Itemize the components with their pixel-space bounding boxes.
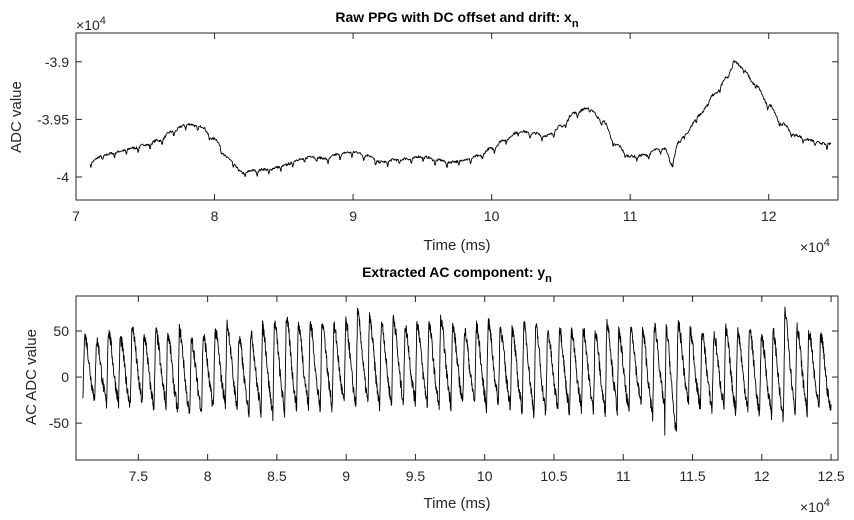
raw-ppg-line	[89, 60, 832, 177]
ac-component-line	[82, 306, 832, 436]
ac-plot-frame	[75, 295, 839, 461]
raw-ppg-ytick-label: -3.9	[45, 54, 69, 70]
raw-ppg-x-exponent: ×104	[800, 237, 830, 255]
raw-ppg-y-exponent: ×104	[76, 15, 106, 33]
raw-ppg-ylabel: ADC value	[8, 81, 25, 153]
raw-ppg-xtick-label: 10	[484, 208, 500, 224]
raw-ppg-xtick-label: 11	[623, 208, 638, 224]
ac-xtick-label: 10.5	[540, 468, 567, 484]
raw-ppg-title: Raw PPG with DC offset and drift: xn	[335, 9, 578, 30]
raw-ppg-xtick-label: 9	[349, 208, 357, 224]
ac-xtick-label: 12	[754, 468, 770, 484]
ac-ylabel: AC ADC value	[23, 329, 40, 425]
raw-ppg-ytick-label: -3.95	[37, 111, 69, 127]
ac-xtick-label: 9.5	[406, 468, 426, 484]
raw-ppg-xtick-label: 7	[72, 208, 80, 224]
ac-xtick-label: 8.5	[267, 468, 287, 484]
ac-xtick-label: 11.5	[679, 468, 705, 484]
raw-ppg-xtick-label: 12	[761, 208, 777, 224]
ac-xtick-label: 8	[204, 468, 212, 484]
ac-ticks: 7.5 8 8.5 9 9.5 10 10.5 11 11.5 12 12.5 -50 0 50	[49, 296, 845, 484]
raw-ppg-plot-frame	[75, 32, 839, 201]
ac-x-exponent: ×104	[800, 497, 830, 515]
ac-xtick-label: 9	[342, 468, 350, 484]
ac-xlabel: Time (ms)	[424, 495, 491, 512]
ac-ytick-label: -50	[49, 415, 69, 431]
ac-xtick-label: 11	[616, 468, 631, 484]
raw-ppg-xtick-label: 8	[211, 208, 219, 224]
ac-title: Extracted AC component: yn	[362, 264, 552, 285]
raw-ppg-axes: 7 8 9 10 11 12 -4 -3.95 -3.9 Raw PPG with DC off…	[8, 9, 839, 255]
ac-ytick-label: 50	[53, 323, 69, 339]
ac-xtick-label: 10	[477, 468, 493, 484]
raw-ppg-ticks: 7 8 9 10 11 12 -4 -3.95 -3.9	[37, 33, 838, 224]
raw-ppg-xlabel: Time (ms)	[424, 237, 491, 254]
ac-xtick-label: 7.5	[129, 468, 149, 484]
ac-xtick-label: 12.5	[817, 468, 844, 484]
raw-ppg-ytick-label: -4	[57, 169, 70, 185]
ac-ytick-label: 0	[61, 369, 69, 385]
ac-component-axes: 7.5 8 8.5 9 9.5 10 10.5 11 11.5 12 12.5 -50 0 50 Extr…	[23, 264, 845, 515]
